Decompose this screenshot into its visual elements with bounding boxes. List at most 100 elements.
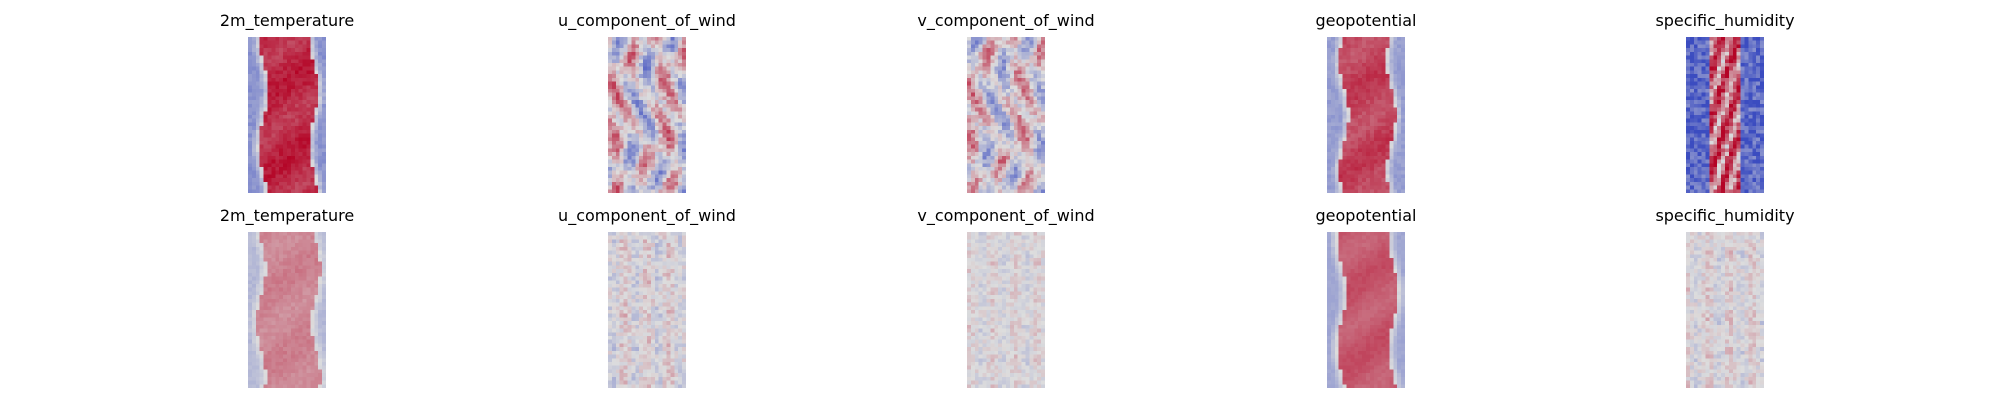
- heatmap-cell: [306, 40, 311, 45]
- heatmap-cell: [290, 302, 295, 307]
- heatmap-cell: [1338, 48, 1343, 53]
- heatmap-cell: [1342, 96, 1347, 101]
- heatmap-cell: [306, 189, 311, 193]
- heatmap-cell: [248, 284, 253, 288]
- heatmap-cell: [248, 51, 253, 56]
- heatmap-cell: [998, 48, 1003, 53]
- heatmap-cell: [306, 313, 311, 318]
- heatmap-cell: [1686, 129, 1691, 134]
- heatmap-cell: [263, 174, 268, 179]
- heatmap-cell: [1401, 129, 1405, 134]
- heatmap-cell: [662, 126, 667, 131]
- heatmap-cell: [263, 365, 268, 370]
- heatmap-cell: [275, 155, 280, 160]
- heatmap-cell: [998, 37, 1003, 41]
- heatmap-cell: [1748, 185, 1753, 190]
- heatmap-cell: [1330, 74, 1335, 79]
- heatmap-cell: [1350, 178, 1355, 183]
- heatmap-cell: [1728, 144, 1733, 149]
- heatmap-cell: [1037, 40, 1042, 45]
- heatmap-cell: [275, 365, 280, 370]
- heatmap-cell: [310, 129, 315, 134]
- heatmap-cell: [1006, 163, 1011, 168]
- heatmap-cell: [1025, 115, 1030, 119]
- heatmap-cell: [678, 40, 683, 45]
- heatmap-cell: [310, 155, 315, 160]
- heatmap-cell: [267, 298, 272, 303]
- heatmap-cell: [647, 51, 652, 56]
- heatmap-cell: [1013, 40, 1018, 45]
- heatmap-cell: [298, 181, 303, 186]
- heatmap-cell: [1397, 170, 1402, 175]
- heatmap-cell: [970, 185, 975, 190]
- heatmap-cell: [306, 81, 311, 86]
- heatmap-cell: [322, 70, 326, 75]
- heatmap-cell: [318, 291, 323, 296]
- heatmap-cell: [1009, 122, 1014, 127]
- heatmap-cell: [608, 111, 613, 116]
- heatmap-cell: [290, 163, 295, 168]
- heatmap-cell: [302, 137, 307, 142]
- heatmap-cell: [1725, 51, 1730, 56]
- heatmap-cell: [271, 141, 276, 145]
- heatmap-cell: [1033, 37, 1038, 41]
- heatmap-cell: [998, 103, 1003, 108]
- heatmap-cell: [251, 265, 256, 270]
- heatmap-cell: [1350, 133, 1355, 138]
- heatmap-cell: [267, 246, 272, 251]
- heatmap-cell: [267, 287, 272, 292]
- heatmap-cell: [1002, 144, 1007, 149]
- heatmap-cell: [255, 77, 260, 82]
- heatmap-cell: [1381, 137, 1386, 142]
- heatmap-cell: [1397, 148, 1402, 153]
- heatmap-cell: [1346, 103, 1351, 108]
- heatmap-cell: [623, 100, 628, 105]
- heatmap-cell: [682, 174, 686, 179]
- heatmap-cell: [1358, 122, 1363, 127]
- heatmap-cell: [1756, 77, 1761, 82]
- heatmap-cell: [1389, 37, 1394, 41]
- heatmap-cell: [263, 152, 268, 157]
- heatmap-cell: [1373, 189, 1378, 193]
- heatmap-cell: [994, 44, 999, 49]
- heatmap-cell: [970, 81, 975, 86]
- heatmap-cell: [251, 261, 256, 266]
- heatmap-cell: [314, 339, 319, 344]
- heatmap-cell: [1327, 100, 1332, 105]
- heatmap-cell: [639, 44, 644, 49]
- heatmap-cell: [1397, 111, 1402, 116]
- heatmap-cell: [1760, 174, 1764, 179]
- heatmap-cell: [1002, 152, 1007, 157]
- heatmap-cell: [1006, 141, 1011, 145]
- heatmap-cell: [986, 63, 991, 67]
- heatmap-cell: [611, 170, 616, 175]
- heatmap-cell: [1330, 152, 1335, 157]
- heatmap-cell: [1346, 77, 1351, 82]
- heatmap-cell: [290, 178, 295, 183]
- heatmap-cell: [608, 144, 613, 149]
- heatmap-cell: [619, 81, 624, 86]
- heatmap-cell: [1377, 189, 1382, 193]
- heatmap-cell: [298, 111, 303, 116]
- heatmap-cell: [287, 55, 292, 60]
- heatmap-cell: [990, 44, 995, 49]
- heatmap-cell: [674, 144, 679, 149]
- heatmap-cell: [1327, 126, 1332, 131]
- heatmap-cell: [267, 100, 272, 105]
- heatmap-cell: [298, 163, 303, 168]
- heatmap-cell: [1362, 155, 1367, 160]
- heatmap-cell: [615, 129, 620, 134]
- heatmap-cell: [662, 144, 667, 149]
- heatmap-cell: [279, 291, 284, 296]
- heatmap-cell: [1721, 174, 1726, 179]
- heatmap-cell: [982, 37, 987, 41]
- heatmap-cell: [1728, 70, 1733, 75]
- heatmap-cell: [647, 137, 652, 142]
- heatmap-cell: [647, 174, 652, 179]
- heatmap-cell: [251, 302, 256, 307]
- heatmap-cell: [279, 115, 284, 119]
- heatmap-cell: [978, 40, 983, 45]
- heatmap-cell: [1389, 85, 1394, 90]
- heatmap-cell: [1033, 55, 1038, 60]
- heatmap-cell: [1041, 63, 1045, 67]
